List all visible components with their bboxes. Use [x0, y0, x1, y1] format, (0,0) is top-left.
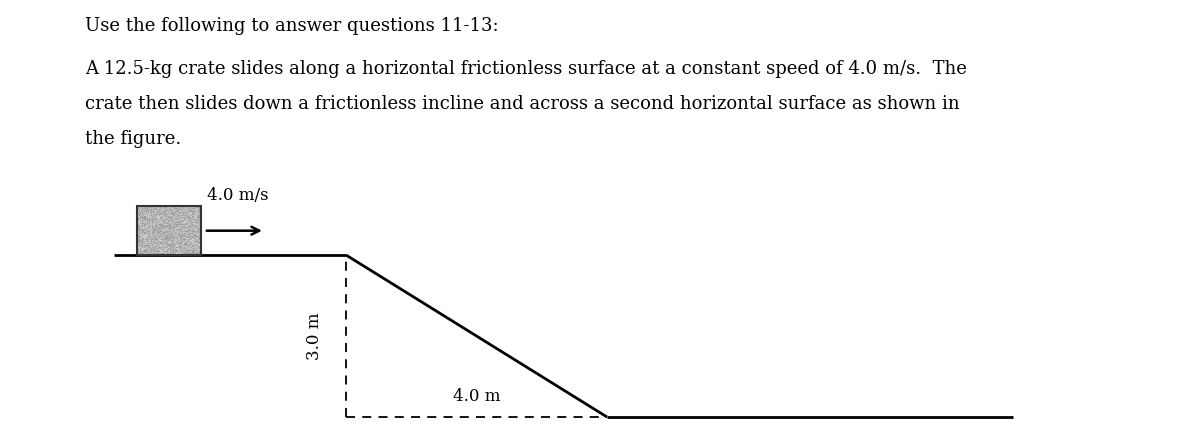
Text: crate then slides down a frictionless incline and across a second horizontal sur: crate then slides down a frictionless in…: [85, 95, 960, 113]
Text: the figure.: the figure.: [85, 130, 181, 148]
Text: Use the following to answer questions 11-13:: Use the following to answer questions 11…: [85, 17, 499, 35]
Bar: [137, 207, 200, 255]
Text: 4.0 m/s: 4.0 m/s: [206, 187, 269, 204]
Text: 3.0 m: 3.0 m: [306, 312, 323, 360]
Text: 4.0 m: 4.0 m: [452, 388, 500, 405]
Text: A 12.5-kg crate slides along a horizontal frictionless surface at a constant spe: A 12.5-kg crate slides along a horizonta…: [85, 60, 967, 78]
